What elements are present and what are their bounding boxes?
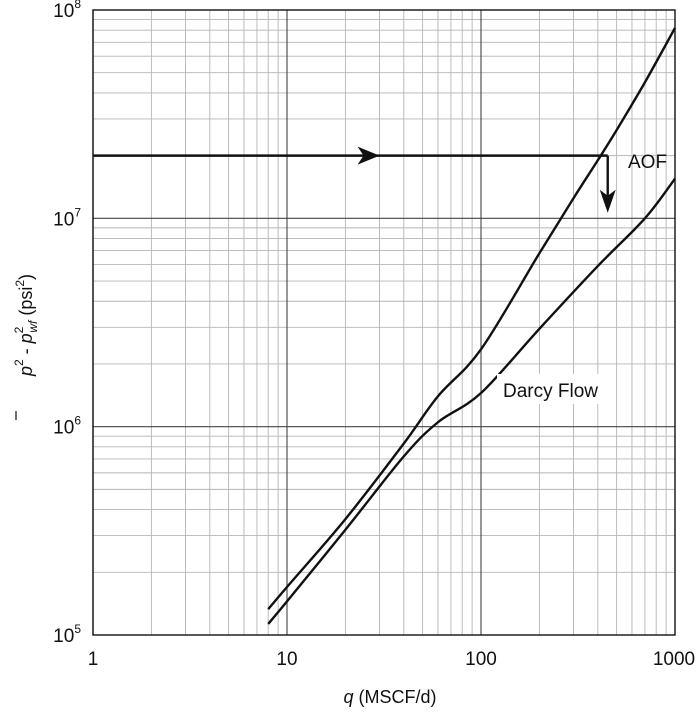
darcy-label-background <box>497 374 615 404</box>
x-tick-label: 10 <box>276 649 297 670</box>
y-axis-label: p2 - p2wf (psi2) <box>12 274 40 420</box>
x-tick-label: 100 <box>465 649 497 670</box>
arrows <box>93 146 616 213</box>
minor-gridlines <box>93 10 675 635</box>
y-tick-label: 106 <box>53 414 81 439</box>
svg-text:p2 - p2wf (psi2): p2 - p2wf (psi2) <box>12 274 40 377</box>
major-gridlines <box>92 10 675 636</box>
aof-curve <box>267 27 677 610</box>
plot-frame <box>92 9 676 636</box>
darcy-flow-label: Darcy Flow <box>503 381 598 402</box>
x-axis-label: q (MSCF/d) <box>343 687 436 707</box>
down-arrowhead-icon <box>599 189 616 213</box>
aof-label: AOF <box>628 152 667 173</box>
y-tick-label: 105 <box>53 622 81 647</box>
y-tick-label: 108 <box>53 0 81 22</box>
x-tick-labels: 1 10 100 1000 <box>88 649 695 670</box>
y-tick-label: 107 <box>53 205 81 230</box>
x-tick-label: 1 <box>88 649 99 670</box>
right-arrowhead-icon <box>357 146 380 165</box>
curves <box>267 27 677 625</box>
y-tick-labels: 105 106 107 108 <box>53 0 81 647</box>
x-tick-label: 1000 <box>653 649 695 670</box>
darcy-flow-curve <box>267 177 676 625</box>
